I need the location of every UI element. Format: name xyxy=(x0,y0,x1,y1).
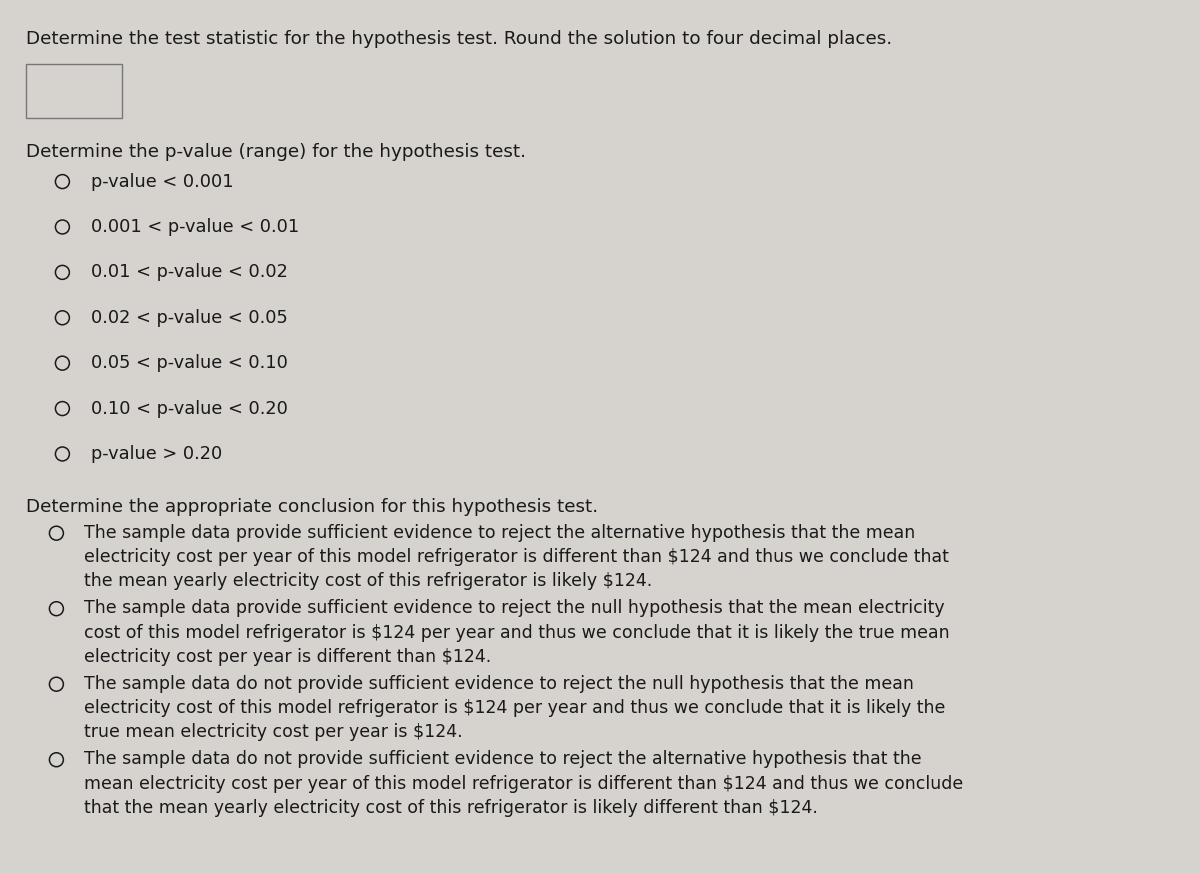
Text: 0.02 < p-value < 0.05: 0.02 < p-value < 0.05 xyxy=(91,309,288,327)
Text: Determine the appropriate conclusion for this hypothesis test.: Determine the appropriate conclusion for… xyxy=(26,498,599,516)
Text: The sample data do not provide sufficient evidence to reject the null hypothesis: The sample data do not provide sufficien… xyxy=(84,675,946,741)
Text: Determine the test statistic for the hypothesis test. Round the solution to four: Determine the test statistic for the hyp… xyxy=(26,30,893,48)
Text: The sample data do not provide sufficient evidence to reject the alternative hyp: The sample data do not provide sufficien… xyxy=(84,750,964,817)
Text: 0.01 < p-value < 0.02: 0.01 < p-value < 0.02 xyxy=(91,264,288,281)
Text: 0.10 < p-value < 0.20: 0.10 < p-value < 0.20 xyxy=(91,400,288,417)
Text: The sample data provide sufficient evidence to reject the null hypothesis that t: The sample data provide sufficient evide… xyxy=(84,599,949,666)
Text: 0.001 < p-value < 0.01: 0.001 < p-value < 0.01 xyxy=(91,218,300,236)
FancyBboxPatch shape xyxy=(26,64,122,118)
Text: The sample data provide sufficient evidence to reject the alternative hypothesis: The sample data provide sufficient evide… xyxy=(84,524,949,590)
Text: p-value > 0.20: p-value > 0.20 xyxy=(91,445,222,463)
Text: Determine the p-value (range) for the hypothesis test.: Determine the p-value (range) for the hy… xyxy=(26,143,527,162)
Text: 0.05 < p-value < 0.10: 0.05 < p-value < 0.10 xyxy=(91,354,288,372)
Text: p-value < 0.001: p-value < 0.001 xyxy=(91,173,234,190)
